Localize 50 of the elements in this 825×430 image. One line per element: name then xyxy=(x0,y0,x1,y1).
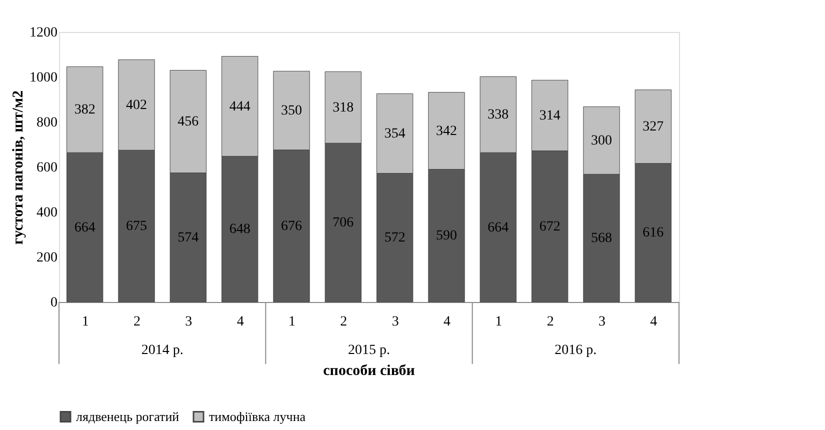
data-label: 664 xyxy=(488,220,509,236)
x-tick-label: 4 xyxy=(236,314,244,330)
y-tick-label: 400 xyxy=(36,206,58,220)
y-tick-label: 1200 xyxy=(30,26,58,40)
x-tick-label: 3 xyxy=(392,314,399,330)
y-tick-label: 600 xyxy=(36,160,58,176)
x-tick-label: 1 xyxy=(495,314,502,330)
data-label: 327 xyxy=(642,120,664,135)
data-label: 574 xyxy=(178,230,199,246)
data-label: 616 xyxy=(642,226,664,241)
x-tick-label: 2 xyxy=(134,314,140,330)
text: 2016 р. xyxy=(554,343,597,358)
x-tick-label: 2 xyxy=(340,314,348,330)
x-tick-label: 3 xyxy=(185,314,192,330)
x-tick-label: 4 xyxy=(444,314,450,330)
x-tick-label: 4 xyxy=(650,314,658,330)
x-tick-label: 3 xyxy=(598,314,606,330)
text: 2014 р. xyxy=(141,343,184,358)
data-label: 664 xyxy=(74,220,96,236)
data-label: 314 xyxy=(539,108,560,124)
x-tick-label: 1 xyxy=(82,314,89,330)
data-label: 342 xyxy=(436,124,457,139)
text: 2015 р. xyxy=(348,343,390,358)
y-tick-label: 0 xyxy=(50,296,58,310)
data-label: 568 xyxy=(591,231,612,246)
y-tick-label: 200 xyxy=(36,250,58,266)
data-label: 456 xyxy=(178,114,199,130)
y-axis-title: густота пагонів, шт/м2 xyxy=(10,90,26,245)
data-label: 300 xyxy=(591,133,612,148)
x-tick-label: 2 xyxy=(546,314,554,330)
data-label: 338 xyxy=(488,108,509,123)
data-label: 354 xyxy=(384,126,406,142)
data-label: 590 xyxy=(436,228,457,244)
data-label: 350 xyxy=(281,104,302,119)
data-label: 402 xyxy=(126,98,147,113)
x-axis-title: способи сівби xyxy=(323,363,416,379)
data-label: 318 xyxy=(332,100,354,116)
legend-label: тимофіївка лучна xyxy=(209,408,306,424)
y-tick-label: 800 xyxy=(36,116,58,130)
data-label: 444 xyxy=(229,99,250,114)
data-label: 676 xyxy=(281,218,302,234)
data-label: 706 xyxy=(332,216,354,231)
data-label: 648 xyxy=(229,222,250,238)
data-label: 382 xyxy=(74,102,96,118)
legend-label: лядвенець рогатий xyxy=(76,408,180,424)
x-tick-label: 1 xyxy=(288,314,296,330)
data-label: 572 xyxy=(384,230,406,246)
y-tick-label: 1000 xyxy=(30,70,58,86)
data-label: 675 xyxy=(126,219,147,234)
data-label: 672 xyxy=(539,219,560,234)
